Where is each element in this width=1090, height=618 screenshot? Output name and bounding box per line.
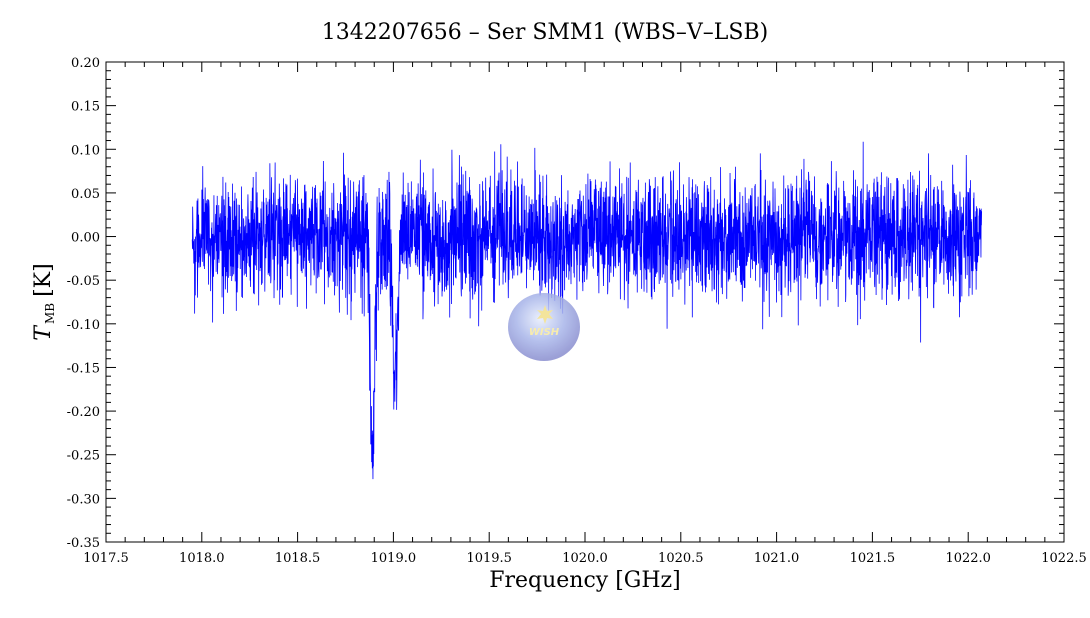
y-tick-label: -0.15 xyxy=(67,361,100,376)
x-tick-label: 1018.0 xyxy=(179,551,225,566)
svg-text:TMB[K]: TMB [K] xyxy=(31,263,57,340)
x-tick-label: 1017.5 xyxy=(83,551,129,566)
x-tick-label: 1021.0 xyxy=(754,551,800,566)
x-tick-label: 1018.5 xyxy=(275,551,321,566)
x-tick-labels: 1017.5 1018.0 1018.5 1019.0 1019.5 1020.0 1020… xyxy=(83,551,1087,566)
y-tick-labels: 0.20 0.15 0.10 0.05 0.00 -0.05 -0.10 -0.15 -0.20… xyxy=(67,56,100,551)
x-tick-label: 1020.0 xyxy=(562,551,608,566)
y-tick-label: -0.20 xyxy=(67,405,100,420)
y-tick-label: 0.20 xyxy=(71,56,100,71)
x-tick-label: 1022.5 xyxy=(1041,551,1087,566)
y-tick-label: -0.10 xyxy=(67,318,100,333)
y-axis-label: TMB [K] xyxy=(31,263,57,340)
wish-logo: WISH xyxy=(508,293,580,361)
y-tick-label: -0.35 xyxy=(67,536,100,551)
series-line xyxy=(191,141,983,480)
y-axis-subscript: MB xyxy=(43,303,57,324)
x-tick-label: 1019.0 xyxy=(371,551,417,566)
x-tick-label: 1022.0 xyxy=(945,551,991,566)
chart-title: 1342207656 – Ser SMM1 (WBS–V–LSB) xyxy=(322,20,768,45)
y-tick-label: -0.30 xyxy=(67,492,100,507)
y-tick-label: 0.05 xyxy=(71,187,100,202)
x-tick-label: 1019.5 xyxy=(466,551,512,566)
x-axis-label: Frequency [GHz] xyxy=(489,568,681,593)
tick-marks xyxy=(105,61,1065,543)
y-tick-label: -0.25 xyxy=(67,449,100,464)
y-axis-unit: [K] xyxy=(31,263,56,297)
y-tick-label: -0.05 xyxy=(67,274,100,289)
x-tick-label: 1021.5 xyxy=(850,551,896,566)
y-axis-symbol: T xyxy=(31,324,56,341)
y-tick-label: 0.00 xyxy=(71,231,100,246)
y-tick-label: 0.15 xyxy=(71,100,100,115)
x-tick-label: 1020.5 xyxy=(658,551,704,566)
y-tick-label: 0.10 xyxy=(71,143,100,158)
wish-logo-text: WISH xyxy=(529,327,560,338)
